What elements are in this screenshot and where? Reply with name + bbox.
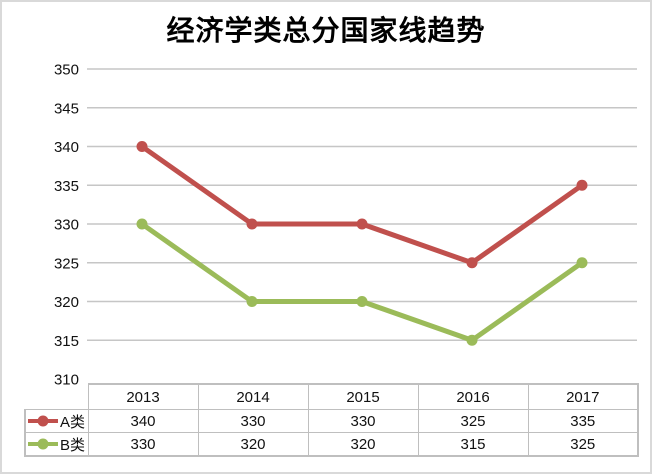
legend-marker	[28, 438, 58, 450]
value-cell: 325	[527, 432, 639, 457]
data-point	[576, 257, 588, 269]
chart-title: 经济学类总分国家线趋势	[166, 16, 486, 47]
series-line-1	[139, 221, 585, 343]
legend-cell: B类	[24, 432, 89, 457]
year-header: 2017	[527, 383, 639, 410]
y-axis-label: 345	[54, 100, 79, 117]
value-cell: 330	[87, 432, 199, 457]
value-cell: 340	[87, 409, 199, 433]
data-point	[576, 179, 588, 191]
y-axis-label: 350	[54, 62, 79, 79]
table-corner-cell	[25, 384, 89, 410]
year-header: 2016	[417, 383, 529, 410]
data-point	[466, 334, 478, 346]
data-point	[136, 141, 148, 152]
value-cell: 320	[307, 432, 419, 457]
y-axis-label: 315	[54, 333, 79, 350]
series-line-0	[139, 144, 585, 266]
legend-dot	[37, 415, 49, 427]
legend-cell: A类	[24, 409, 89, 433]
y-axis-label: 330	[54, 217, 79, 234]
data-point	[246, 296, 258, 307]
year-header: 2015	[307, 383, 419, 410]
year-header: 2014	[197, 383, 309, 410]
y-axis-label: 340	[54, 139, 79, 156]
data-table-header-row: 2013 2014 2015 2016 2017	[25, 383, 639, 410]
value-cell: 330	[197, 409, 309, 433]
legend-dot	[37, 438, 49, 450]
value-cell: 330	[307, 409, 419, 433]
y-axis-label: 335	[54, 178, 79, 195]
data-point	[466, 257, 478, 269]
data-table: 2013 2014 2015 2016 2017 A类 340 330 330 325 335 B类 3…	[24, 383, 639, 457]
value-cell: 325	[417, 409, 529, 433]
series-name-label: A类	[60, 413, 86, 431]
year-header: 2013	[87, 383, 199, 410]
table-row: A类 340 330 330 325 335	[24, 409, 639, 433]
value-cell: 335	[527, 409, 639, 433]
legend-marker	[28, 415, 58, 427]
value-cell: 320	[197, 432, 309, 457]
y-axis-label: 325	[54, 255, 79, 272]
data-point	[356, 296, 368, 307]
value-cell: 315	[417, 432, 529, 457]
data-point	[136, 218, 148, 230]
data-table-body: 2013 2014 2015 2016 2017 A类 340 330 330 325 335 B类 3…	[24, 383, 639, 457]
data-point	[356, 218, 368, 230]
y-axis-label: 320	[54, 294, 79, 311]
data-point	[246, 218, 258, 230]
table-row: B类 330 320 320 315 325	[24, 432, 639, 457]
series-name-label: B类	[60, 436, 86, 454]
